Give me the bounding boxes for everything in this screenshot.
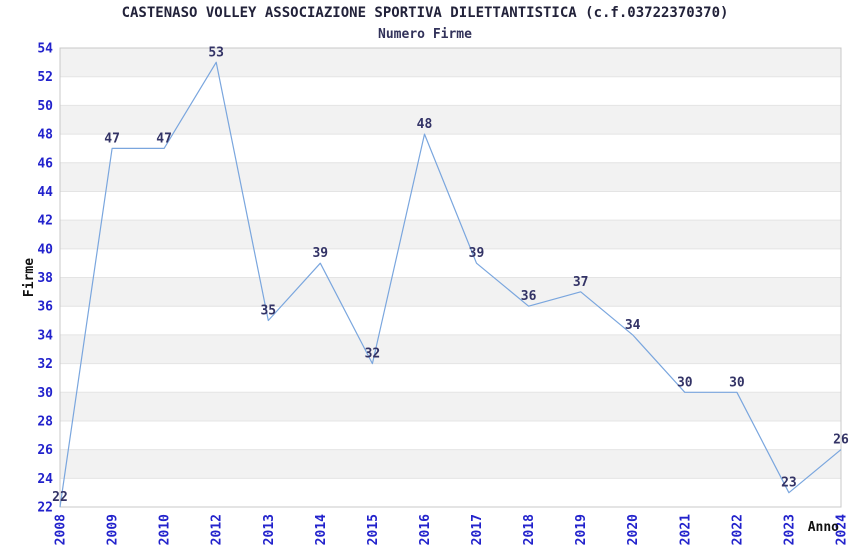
data-point-label: 48	[417, 117, 433, 132]
plot-band	[60, 248, 841, 278]
x-tick-label: 2024	[835, 514, 850, 545]
x-tick-label: 2013	[262, 514, 277, 545]
x-tick-label: 2020	[626, 514, 641, 545]
data-point-label: 37	[573, 275, 589, 290]
x-tick-label: 2012	[210, 514, 225, 545]
y-tick-label: 30	[37, 386, 53, 401]
data-point-label: 36	[521, 289, 537, 304]
chart-subtitle: Numero Firme	[378, 27, 472, 42]
y-tick-label: 38	[37, 271, 53, 286]
y-tick-label: 52	[37, 70, 53, 85]
plot-band	[60, 420, 841, 450]
x-tick-label: 2019	[574, 514, 589, 545]
data-point-label: 30	[729, 375, 745, 390]
data-point-label: 32	[365, 347, 381, 362]
data-point-label: 22	[52, 490, 68, 505]
data-point-label: 39	[469, 246, 485, 261]
y-tick-label: 42	[37, 214, 53, 229]
y-tick-label: 28	[37, 414, 53, 429]
x-tick-label: 2016	[418, 514, 433, 545]
plot-band	[60, 48, 841, 77]
x-tick-label: 2010	[158, 514, 173, 545]
y-tick-label: 54	[37, 42, 53, 57]
plot-band	[60, 449, 841, 479]
x-tick-label: 2023	[782, 514, 797, 545]
plot-band	[60, 105, 841, 135]
data-point-label: 39	[312, 246, 328, 261]
y-tick-label: 48	[37, 128, 53, 143]
y-tick-label: 22	[37, 501, 53, 516]
y-tick-label: 32	[37, 357, 53, 372]
y-axis-title: Firme	[22, 258, 37, 297]
plot-band	[60, 134, 841, 163]
data-point-label: 47	[156, 131, 172, 146]
x-tick-label: 2022	[730, 514, 745, 545]
data-point-label: 23	[781, 476, 797, 491]
x-axis-title: Anno	[808, 520, 839, 535]
plot-band	[60, 191, 841, 221]
data-point-label: 53	[208, 45, 224, 60]
y-tick-label: 34	[37, 328, 53, 343]
plot-band	[60, 392, 841, 421]
data-point-label: 34	[625, 318, 641, 333]
x-tick-label: 2008	[54, 514, 69, 545]
plot-band	[60, 306, 841, 335]
x-tick-label: 2018	[522, 514, 537, 545]
plot-band	[60, 478, 841, 507]
plot-band	[60, 334, 841, 364]
y-tick-label: 36	[37, 300, 53, 315]
y-tick-label: 46	[37, 156, 53, 171]
x-tick-label: 2009	[106, 514, 121, 545]
x-tick-label: 2017	[470, 514, 485, 545]
plot-band	[60, 76, 841, 106]
plot-border	[59, 47, 842, 508]
y-tick-label: 50	[37, 99, 53, 114]
data-line	[59, 61, 842, 508]
data-point-label: 30	[677, 375, 693, 390]
plot-band	[60, 220, 841, 249]
plot-band	[60, 277, 841, 307]
x-tick-label: 2014	[314, 514, 329, 545]
y-tick-label: 40	[37, 242, 53, 257]
plot-band	[60, 162, 841, 192]
data-point-label: 47	[104, 131, 120, 146]
data-point-label: 26	[833, 433, 849, 448]
data-point-label: 35	[260, 304, 276, 319]
y-tick-label: 44	[37, 185, 53, 200]
plot-band	[60, 363, 841, 393]
x-tick-label: 2015	[366, 514, 381, 545]
y-tick-label: 24	[37, 472, 53, 487]
chart-title: CASTENASO VOLLEY ASSOCIAZIONE SPORTIVA D…	[121, 5, 729, 21]
x-tick-label: 2021	[678, 514, 693, 545]
y-tick-label: 26	[37, 443, 53, 458]
